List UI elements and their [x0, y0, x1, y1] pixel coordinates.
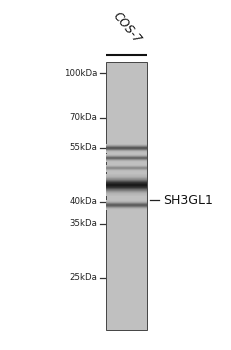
Bar — [105, 188, 147, 189]
Bar — [105, 194, 147, 195]
Bar — [105, 205, 147, 206]
Bar — [105, 207, 147, 208]
Bar — [105, 145, 147, 146]
Bar — [105, 203, 147, 204]
Bar — [105, 151, 147, 152]
Bar — [105, 175, 147, 176]
Bar — [105, 209, 147, 210]
Text: SH3GL1: SH3GL1 — [163, 194, 212, 206]
Bar — [105, 193, 147, 194]
Bar — [105, 204, 147, 205]
Bar — [105, 152, 147, 153]
Bar — [105, 149, 147, 150]
Bar — [105, 202, 147, 203]
Text: COS-7: COS-7 — [110, 10, 143, 47]
Bar — [105, 190, 147, 191]
Bar — [105, 200, 147, 201]
Bar — [105, 204, 147, 205]
Bar — [105, 190, 147, 191]
Text: 55kDa: 55kDa — [69, 144, 97, 153]
Bar — [105, 191, 147, 192]
Bar — [105, 206, 147, 207]
Bar — [105, 203, 147, 204]
Bar — [105, 177, 147, 178]
Bar — [105, 206, 147, 207]
Bar — [105, 184, 147, 185]
Bar — [105, 181, 147, 182]
Bar — [105, 144, 147, 145]
Text: 35kDa: 35kDa — [69, 219, 97, 229]
Bar — [105, 208, 147, 209]
Bar — [105, 150, 147, 151]
Bar — [105, 183, 147, 184]
Bar — [105, 189, 147, 190]
Bar — [105, 201, 147, 202]
Bar — [105, 191, 147, 192]
Bar — [105, 150, 147, 151]
Bar — [105, 195, 147, 196]
Bar — [105, 209, 147, 210]
Text: 70kDa: 70kDa — [69, 113, 97, 122]
Bar — [105, 180, 147, 181]
Bar — [105, 179, 147, 180]
Bar — [105, 178, 147, 179]
Bar — [105, 147, 147, 148]
Bar — [105, 147, 147, 148]
Bar — [105, 148, 147, 149]
Bar — [105, 202, 147, 203]
Bar — [105, 207, 147, 208]
Bar — [105, 148, 147, 149]
Bar — [105, 185, 147, 186]
Bar — [105, 180, 147, 181]
Bar — [105, 145, 147, 146]
Bar — [105, 200, 147, 201]
Bar — [105, 174, 147, 175]
Bar — [105, 182, 147, 183]
Bar — [105, 206, 147, 207]
Bar — [105, 176, 147, 177]
Bar — [105, 187, 147, 188]
Bar — [105, 152, 147, 153]
Bar — [105, 205, 147, 206]
Text: 100kDa: 100kDa — [64, 69, 97, 77]
Bar — [105, 181, 147, 182]
Bar — [105, 62, 147, 330]
Bar — [105, 182, 147, 183]
Bar — [105, 203, 147, 204]
Text: 40kDa: 40kDa — [69, 197, 97, 206]
Bar — [105, 183, 147, 184]
Bar — [105, 189, 147, 190]
Bar — [105, 151, 147, 152]
Bar — [105, 144, 147, 145]
Bar — [105, 175, 147, 176]
Bar — [105, 208, 147, 209]
Bar — [105, 186, 147, 187]
Text: 25kDa: 25kDa — [69, 273, 97, 282]
Bar — [105, 176, 147, 177]
Bar — [105, 174, 147, 175]
Bar — [105, 188, 147, 189]
Bar — [105, 201, 147, 202]
